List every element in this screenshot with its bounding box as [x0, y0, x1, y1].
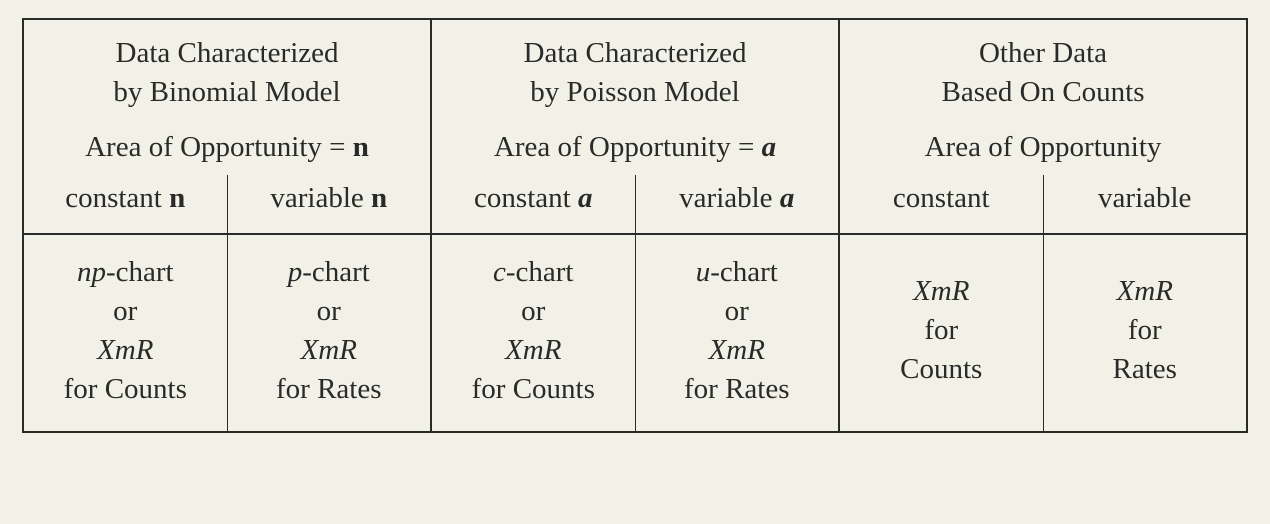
area-poisson: Area of Opportunity = a [431, 118, 839, 175]
sub-binomial-variable: variable n [227, 175, 431, 233]
area-other: Area of Opportunity [839, 118, 1247, 175]
cell-c-chart: c-chartorXmRfor Counts [431, 234, 635, 433]
sub-other-variable: variable [1043, 175, 1247, 233]
sub-poisson-variable: variable a [635, 175, 839, 233]
cell-xmr-counts: XmRforCounts [839, 234, 1043, 433]
cell-u-chart: u-chartorXmRfor Rates [635, 234, 839, 433]
area-binomial: Area of Opportunity = n [23, 118, 431, 175]
group-title-other: Other Data Based On Counts [839, 19, 1247, 118]
count-chart-selection-table: Data Characterized by Binomial Model Dat… [22, 18, 1248, 433]
cell-xmr-rates: XmRforRates [1043, 234, 1247, 433]
group-title-poisson: Data Characterized by Poisson Model [431, 19, 839, 118]
cell-np-chart: np-chartorXmRfor Counts [23, 234, 227, 433]
group-title-binomial: Data Characterized by Binomial Model [23, 19, 431, 118]
cell-p-chart: p-chartorXmRfor Rates [227, 234, 431, 433]
sub-poisson-constant: constant a [431, 175, 635, 233]
sub-other-constant: constant [839, 175, 1043, 233]
sub-binomial-constant: constant n [23, 175, 227, 233]
